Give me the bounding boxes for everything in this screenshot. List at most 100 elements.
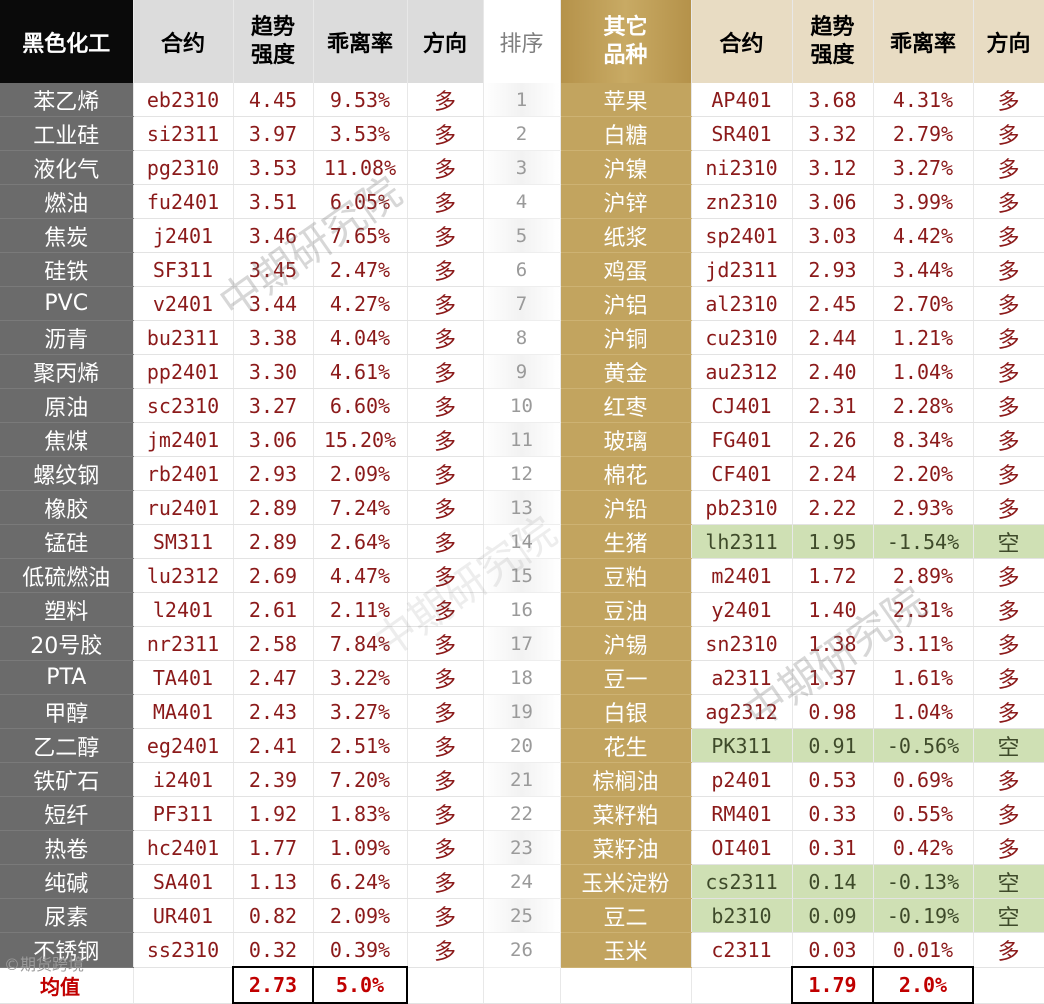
left-variety-name: 沥青 <box>0 320 134 355</box>
left-variety-name: 螺纹钢 <box>0 456 134 491</box>
rank-number: 5 <box>483 218 561 253</box>
right-trend-strength: 0.03 <box>792 932 874 968</box>
left-deviation-rate: 7.84% <box>313 626 408 661</box>
table-row: PVC v2401 3.44 4.27% 多 7 沪铝 al2310 2.45 2.70% 多 <box>0 286 1044 321</box>
left-variety-name: 燃油 <box>0 184 134 219</box>
left-direction: 多 <box>407 864 484 899</box>
right-trend-strength: 2.93 <box>792 252 874 287</box>
left-deviation-rate: 6.24% <box>313 864 408 899</box>
right-deviation-rate: 8.34% <box>873 422 974 457</box>
right-contract: cu2310 <box>691 320 793 355</box>
table-row: 铁矿石 i2401 2.39 7.20% 多 21 棕榈油 p2401 0.53 0.69% 多 <box>0 762 1044 797</box>
header-right-strength-line1: 趋势 <box>810 14 855 40</box>
left-variety-name: 铁矿石 <box>0 762 134 797</box>
right-trend-strength: 0.09 <box>792 898 874 933</box>
right-contract: PK311 <box>691 728 793 763</box>
right-variety-name: 玉米 <box>560 932 692 968</box>
rank-number: 10 <box>483 388 561 423</box>
rank-number: 20 <box>483 728 561 763</box>
left-contract: nr2311 <box>133 626 234 661</box>
left-trend-strength: 3.53 <box>233 150 314 185</box>
left-variety-name: PVC <box>0 286 134 321</box>
average-left-deviation: 5.0% <box>312 966 408 1004</box>
right-variety-name: 白银 <box>560 694 692 729</box>
left-contract: eb2310 <box>133 83 234 117</box>
right-deviation-rate: 1.04% <box>873 354 974 389</box>
right-direction: 多 <box>973 320 1044 355</box>
left-deviation-rate: 2.47% <box>313 252 408 287</box>
right-deviation-rate: 2.89% <box>873 558 974 593</box>
rank-number: 13 <box>483 490 561 525</box>
rank-number: 19 <box>483 694 561 729</box>
header-other-line2: 品种 <box>603 42 648 68</box>
left-direction: 多 <box>407 116 484 151</box>
right-variety-name: 豆粕 <box>560 558 692 593</box>
left-variety-name: 纯碱 <box>0 864 134 899</box>
left-deviation-rate: 11.08% <box>313 150 408 185</box>
right-contract: zn2310 <box>691 184 793 219</box>
left-trend-strength: 3.38 <box>233 320 314 355</box>
rank-number: 12 <box>483 456 561 491</box>
right-contract: AP401 <box>691 83 793 117</box>
right-contract: FG401 <box>691 422 793 457</box>
left-trend-strength: 2.41 <box>233 728 314 763</box>
right-variety-name: 沪锌 <box>560 184 692 219</box>
left-trend-strength: 1.77 <box>233 830 314 865</box>
left-direction: 多 <box>407 422 484 457</box>
right-variety-name: 沪铜 <box>560 320 692 355</box>
left-variety-name: 甲醇 <box>0 694 134 729</box>
left-trend-strength: 2.39 <box>233 762 314 797</box>
table-row: 螺纹钢 rb2401 2.93 2.09% 多 12 棉花 CF401 2.24 2.20% 多 <box>0 456 1044 491</box>
header-left-direction: 方向 <box>407 0 484 83</box>
right-deviation-rate: -0.13% <box>873 864 974 899</box>
rank-number: 2 <box>483 116 561 151</box>
rank-number: 9 <box>483 354 561 389</box>
right-trend-strength: 2.44 <box>792 320 874 355</box>
left-trend-strength: 3.51 <box>233 184 314 219</box>
average-right-deviation: 2.0% <box>872 966 974 1004</box>
right-trend-strength: 1.37 <box>792 660 874 695</box>
rank-number: 23 <box>483 830 561 865</box>
table-row: 工业硅 si2311 3.97 3.53% 多 2 白糖 SR401 3.32 2.79% 多 <box>0 116 1044 151</box>
left-contract: pp2401 <box>133 354 234 389</box>
left-trend-strength: 3.97 <box>233 116 314 151</box>
right-contract: y2401 <box>691 592 793 627</box>
right-variety-name: 玻璃 <box>560 422 692 457</box>
table-row: 纯碱 SA401 1.13 6.24% 多 24 玉米淀粉 cs2311 0.14 -0.13% 空 <box>0 864 1044 899</box>
right-contract: pb2310 <box>691 490 793 525</box>
header-left-strength-line1: 趋势 <box>250 14 295 40</box>
right-variety-name: 豆油 <box>560 592 692 627</box>
right-contract: au2312 <box>691 354 793 389</box>
right-direction: 多 <box>973 218 1044 253</box>
right-contract: OI401 <box>691 830 793 865</box>
rank-number: 18 <box>483 660 561 695</box>
table-row: 不锈钢 ss2310 0.32 0.39% 多 26 玉米 c2311 0.03 0.01% 多 <box>0 932 1044 968</box>
right-contract: a2311 <box>691 660 793 695</box>
right-variety-name: 菜籽油 <box>560 830 692 865</box>
left-direction: 多 <box>407 762 484 797</box>
left-deviation-rate: 2.09% <box>313 456 408 491</box>
left-contract: TA401 <box>133 660 234 695</box>
left-contract: pg2310 <box>133 150 234 185</box>
right-deviation-rate: -0.19% <box>873 898 974 933</box>
right-contract: lh2311 <box>691 524 793 559</box>
header-right-contract: 合约 <box>691 0 793 83</box>
left-direction: 多 <box>407 592 484 627</box>
table-row: 热卷 hc2401 1.77 1.09% 多 23 菜籽油 OI401 0.31 0.42% 多 <box>0 830 1044 865</box>
right-direction: 空 <box>973 864 1044 899</box>
average-row: 均值 2.73 5.0% 1.79 2.0% <box>0 966 1044 1004</box>
right-deviation-rate: 2.28% <box>873 388 974 423</box>
right-deviation-rate: 0.69% <box>873 762 974 797</box>
right-variety-name: 白糖 <box>560 116 692 151</box>
right-variety-name: 沪铅 <box>560 490 692 525</box>
right-deviation-rate: 1.61% <box>873 660 974 695</box>
left-deviation-rate: 2.11% <box>313 592 408 627</box>
right-variety-name: 黄金 <box>560 354 692 389</box>
right-direction: 多 <box>973 354 1044 389</box>
left-variety-name: 焦炭 <box>0 218 134 253</box>
rank-number: 25 <box>483 898 561 933</box>
right-variety-name: 豆一 <box>560 660 692 695</box>
right-trend-strength: 0.53 <box>792 762 874 797</box>
left-direction: 多 <box>407 796 484 831</box>
